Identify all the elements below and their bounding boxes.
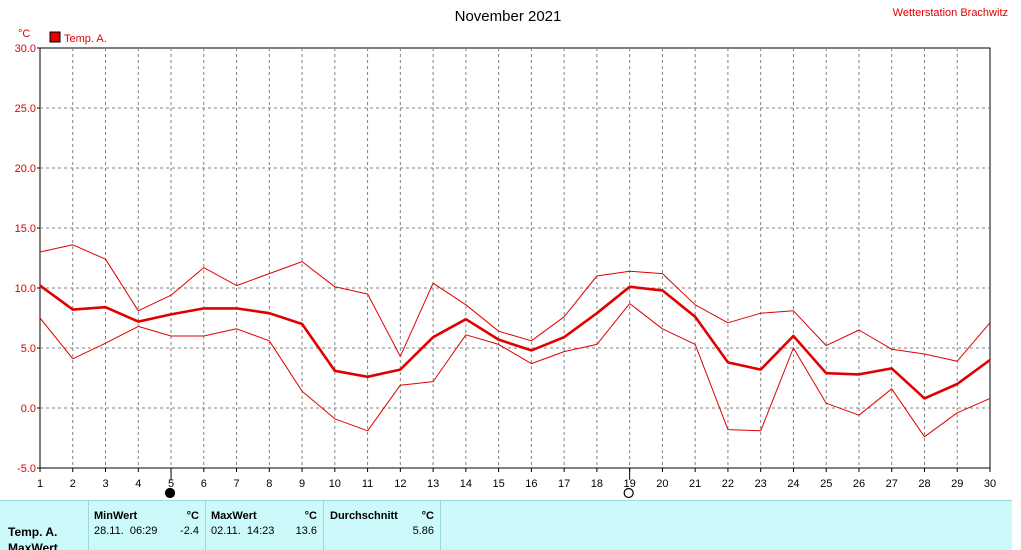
max-time: 02.11. 14:23: [211, 525, 275, 537]
x-tick-label: 28: [918, 478, 930, 490]
series-line-max: [39, 244, 991, 362]
plot-area: [39, 47, 991, 469]
x-tick-label: 30: [984, 478, 996, 490]
avg-unit: °C: [421, 510, 434, 522]
x-tick-label: 29: [951, 478, 963, 490]
chart: November 2021 Wetterstation Brachwitz °C…: [15, 7, 1008, 499]
series-line-mean: [39, 284, 991, 400]
x-tick-label: 12: [394, 478, 406, 490]
x-tick-label: 6: [201, 478, 207, 490]
y-tick-label: 10.0: [15, 283, 36, 295]
min-time: 28.11. 06:29: [94, 525, 158, 537]
legend: Temp. A.: [49, 31, 107, 45]
chart-title: November 2021: [455, 8, 562, 25]
y-unit-label: °C: [18, 28, 30, 40]
stats-row-labels: Temp. A. MaxWert: [0, 501, 89, 550]
legend-label: Temp. A.: [64, 33, 107, 45]
max-value: 13.6: [295, 525, 317, 537]
x-tick-label: 2: [70, 478, 76, 490]
x-tick-label: 21: [689, 478, 701, 490]
x-tick-label: 11: [362, 478, 373, 490]
x-tick-label: 19: [624, 478, 636, 490]
x-tick-label: 16: [525, 478, 537, 490]
avg-header: Durchschnitt: [330, 510, 398, 522]
y-tick-label: -5.0: [17, 463, 36, 475]
stats-panel: Temp. A. MaxWert MinWert °C 28.11. 06:29…: [0, 500, 1012, 550]
y-tick-label: 30.0: [15, 43, 36, 55]
x-tick-label: 15: [492, 478, 504, 490]
station-name: Wetterstation Brachwitz: [893, 7, 1008, 19]
y-tick-label: 15.0: [15, 223, 36, 235]
legend-swatch: [49, 31, 61, 43]
x-tick-label: 13: [427, 478, 439, 490]
x-tick-label: 22: [722, 478, 734, 490]
x-tick-label: 24: [787, 478, 799, 490]
x-tick-label: 7: [233, 478, 239, 490]
x-tick-label: 4: [135, 478, 141, 490]
x-tick-label: 5: [168, 478, 174, 490]
y-tick-label: 0.0: [21, 403, 36, 415]
x-tick-label: 10: [329, 478, 341, 490]
x-tick-label: 17: [558, 478, 570, 490]
moon-phases: [164, 468, 634, 499]
x-tick-label: 20: [656, 478, 668, 490]
stats-min: MinWert °C 28.11. 06:29 -2.4: [89, 501, 206, 550]
axes: -5.00.05.010.015.020.025.030.01 2 3 4 5 6 7 8 9 1…: [15, 43, 997, 490]
full-moon-icon: [623, 487, 634, 499]
series-line-min: [39, 303, 991, 438]
x-tick-label: 25: [820, 478, 832, 490]
stats-row-label: Temp. A.: [8, 525, 58, 539]
x-tick-label: 3: [102, 478, 108, 490]
x-tick-label: 18: [591, 478, 603, 490]
y-tick-label: 20.0: [15, 163, 36, 175]
y-tick-label: 5.0: [21, 343, 36, 355]
x-tick-label: 9: [299, 478, 305, 490]
x-tick-label: 27: [886, 478, 898, 490]
stats-avg: Durchschnitt °C 5.86: [324, 501, 441, 550]
series: [39, 244, 991, 438]
min-header: MinWert: [94, 510, 138, 522]
x-tick-label: 1: [37, 478, 43, 490]
min-unit: °C: [186, 510, 199, 522]
x-tick-label: 14: [460, 478, 472, 490]
x-tick-label: 23: [755, 478, 767, 490]
min-value: -2.4: [180, 525, 199, 537]
new-moon-icon: [164, 487, 176, 499]
y-tick-label: 25.0: [15, 103, 36, 115]
max-unit: °C: [304, 510, 317, 522]
stats-max: MaxWert °C 02.11. 14:23 13.6: [206, 501, 324, 550]
stats-row-label-2: MaxWert: [8, 541, 58, 550]
x-tick-label: 8: [266, 478, 272, 490]
x-tick-label: 26: [853, 478, 865, 490]
max-header: MaxWert: [211, 510, 257, 522]
avg-value: 5.86: [412, 525, 434, 537]
